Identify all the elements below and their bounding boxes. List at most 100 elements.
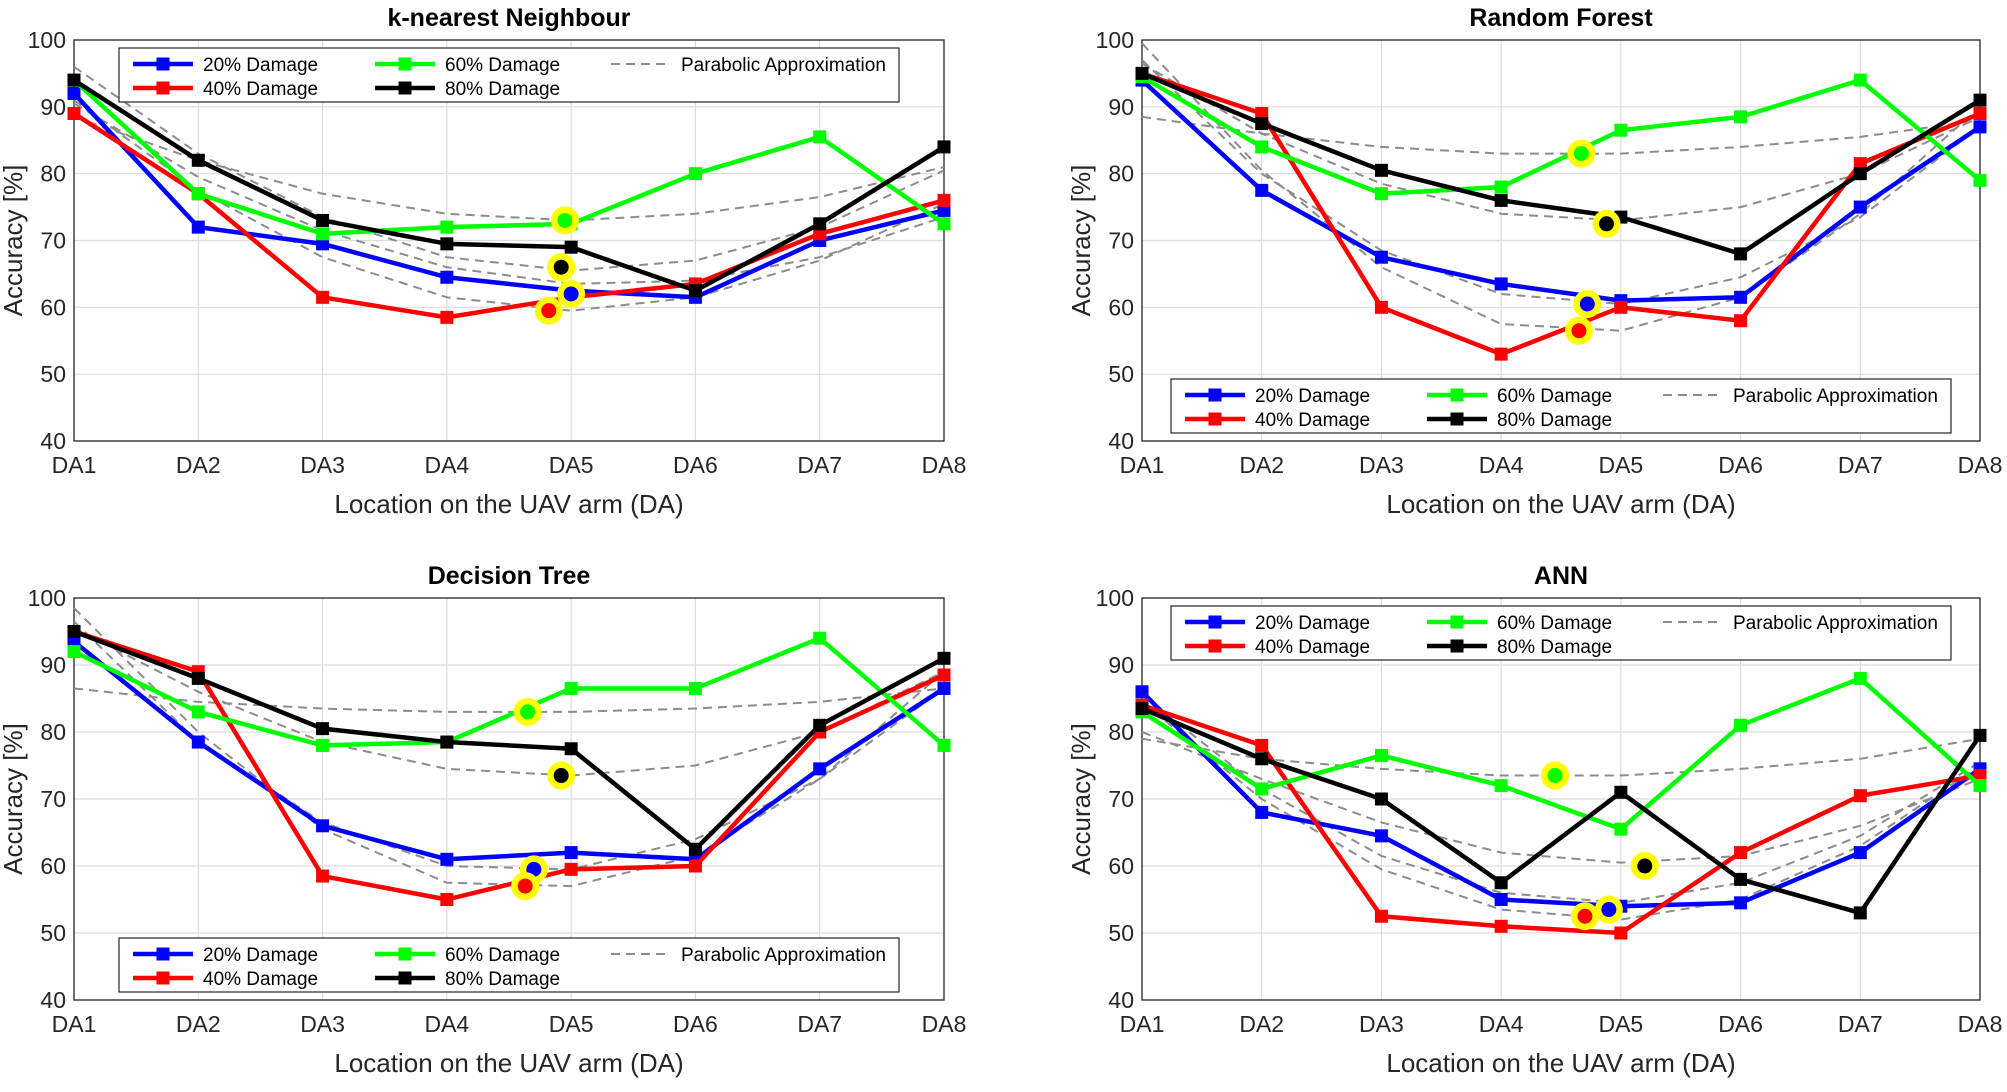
data-point-marker [1853,167,1867,181]
x-axis-label: Location on the UAV arm (DA) [1386,489,1735,519]
data-point-marker [1853,906,1867,920]
data-point-marker [1255,805,1269,819]
vertex-highlight-dot [517,878,533,894]
data-point-marker [1853,73,1867,87]
series-line [72,639,946,862]
x-tick-label: DA8 [1958,452,2003,478]
y-tick-label: 40 [1108,987,1134,1013]
legend-marker-swatch [1450,412,1464,426]
x-tick-label: DA7 [797,452,842,478]
data-point-marker [688,842,702,856]
vertex-highlight-dot [553,259,569,275]
data-point-marker [1734,110,1748,124]
x-tick-label: DA8 [922,452,967,478]
vertex-highlight-dot [1571,323,1587,339]
x-tick-label: DA6 [673,452,718,478]
data-point-marker [1734,314,1748,328]
vertex-highlight-dot [520,704,536,720]
legend: 20% Damage 60% Damage 40% Damage 80% Damage… [1170,605,1952,661]
plot-frame [73,39,945,442]
y-tick-label: 70 [1108,228,1134,254]
data-point-marker [1614,926,1628,940]
data-point-marker [1853,671,1867,685]
series-line [1140,78,1982,303]
legend-entry-label: Parabolic Approximation [681,945,886,966]
series-line [1140,74,1982,196]
x-tick-label: DA1 [52,1011,97,1037]
legend-marker-swatch [1208,388,1222,402]
x-tick-label: DA2 [176,1011,221,1037]
data-point-marker [564,846,578,860]
y-tick-label: 60 [1108,294,1134,320]
data-point-marker [1734,247,1748,261]
legend-entry-label: 60% Damage [1497,613,1612,634]
data-point-marker [1973,769,1987,783]
y-tick-label: 100 [1096,27,1134,53]
data-point-marker [316,738,330,752]
y-tick-label: 100 [28,585,66,611]
data-point-marker [1255,782,1269,796]
legend-entry-label: 40% Damage [1255,410,1370,431]
x-axis-label: Location on the UAV arm (DA) [334,489,683,519]
x-tick-label: DA5 [1598,1011,1643,1037]
y-axis-label: Accuracy [%] [0,165,28,317]
data-point-marker [1614,300,1628,314]
data-point-marker [1255,140,1269,154]
y-tick-label: 70 [40,228,66,254]
parabolic-approximation-line [73,627,945,777]
x-tick-label: DA3 [1359,1011,1404,1037]
data-point-marker [440,852,454,866]
data-point-marker [316,869,330,883]
data-point-marker [1374,792,1388,806]
legend-marker-swatch [156,971,170,985]
y-tick-label: 40 [40,987,66,1013]
data-point-marker [813,130,827,144]
parabolic-approximation-line [1141,701,1981,921]
y-axis-label: Accuracy [%] [1066,723,1096,875]
legend-marker-swatch [1450,639,1464,653]
series-line [72,78,946,237]
y-tick-label: 50 [1108,920,1134,946]
legend-entry-label: 60% Damage [445,55,560,76]
data-point-marker [688,284,702,298]
data-point-marker [813,762,827,776]
vertex-highlight-dot [541,303,557,319]
data-point-marker [937,651,951,665]
data-point-marker [1374,829,1388,843]
legend-marker-swatch [398,971,412,985]
series-line [72,111,945,320]
legend-box [118,47,900,103]
y-tick-label: 90 [1108,652,1134,678]
data-point-marker [937,193,951,207]
data-point-marker [67,635,81,649]
x-tick-label: DA2 [176,452,221,478]
legend-entry-label: 40% Damage [1255,637,1370,658]
chart-panel-2: DA1 DA2 DA3 DA4 DA5 DA6 DA7 DA8 40 50 60 70 80 90 100 R… [1066,4,2002,519]
x-tick-label: DA4 [1479,452,1524,478]
data-point-marker [1494,193,1508,207]
data-point-marker [1614,785,1628,799]
series-line [1141,71,1981,357]
chart-title: ANN [1534,562,1588,590]
parabolic-approximation-line [73,102,945,285]
legend-entry-label: 40% Damage [203,79,318,100]
parabolic-approximation-line [1141,59,1981,306]
data-point-marker [1973,779,1987,793]
data-point-marker [440,220,454,234]
data-point-marker [1973,120,1987,134]
data-point-marker [564,742,578,756]
data-point-marker [440,270,454,284]
legend-marker-swatch [398,57,412,71]
chart-panel-1: DA1 DA2 DA3 DA4 DA5 DA6 DA7 DA8 40 50 60 70 80 90 100 k… [0,4,966,519]
legend-entry-label: 60% Damage [1497,386,1612,407]
plot-frame [1141,597,1981,1001]
x-tick-label: DA1 [1120,1011,1165,1037]
data-point-marker [316,213,330,227]
series-line [72,91,945,300]
x-tick-label: DA4 [424,1011,469,1037]
legend-marker-swatch [156,57,170,71]
data-point-marker [1494,779,1508,793]
data-point-marker [937,140,951,154]
y-tick-label: 70 [1108,786,1134,812]
